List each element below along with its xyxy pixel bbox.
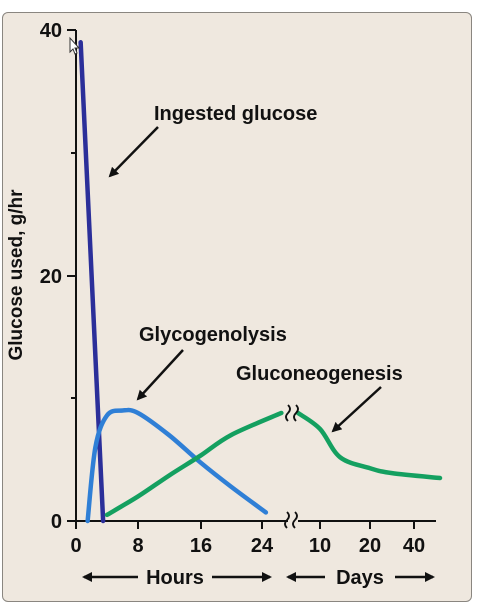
series-layer [78,40,443,524]
label-glycogenolysis: Glycogenolysis [139,324,287,346]
series-line-glycogenolysis [85,407,269,524]
label-gluconeogenesis: Gluconeogenesis [236,363,403,385]
y-axis-title: Glucose used, g/hr [6,189,27,361]
series-line-ingested-glucose [78,40,106,524]
series-line-gluconeogenesis [104,410,284,518]
hours-range-arrow: Hours [82,567,272,589]
arrow-ingested-glucose [108,126,159,178]
chart-frame [2,12,472,602]
y-tick-label-20: 20 [40,266,62,288]
axis-break-symbol-curve [285,404,299,422]
arrow-gluconeogenesis [331,386,382,433]
x-tick-label-24: 24 [251,535,274,557]
x-tick-label-40: 40 [403,535,425,557]
axis-break-symbol-axis [284,511,298,529]
label-ingested-glucose: Ingested glucose [154,103,317,125]
series-line-gluconeogenesis-days [295,410,443,481]
mouse-cursor-icon [69,36,81,55]
x-tick-label-10: 10 [309,535,331,557]
days-label: Days [336,567,384,589]
x-tick-label-0: 0 [70,535,81,557]
y-tick-label-40: 40 [40,20,62,42]
hours-label: Hours [146,567,204,589]
x-tick-label-20: 20 [359,535,381,557]
days-range-arrow: Days [286,567,435,589]
arrow-glycogenolysis [136,349,184,401]
axes: 40 20 0 0 8 16 24 10 20 40 Glucose used,… [6,20,436,557]
x-tick-label-16: 16 [190,535,212,557]
y-tick-label-0: 0 [51,511,62,533]
x-tick-label-8: 8 [132,535,143,557]
annotations: Ingested glucose Glycogenolysis Gluconeo… [82,103,435,589]
